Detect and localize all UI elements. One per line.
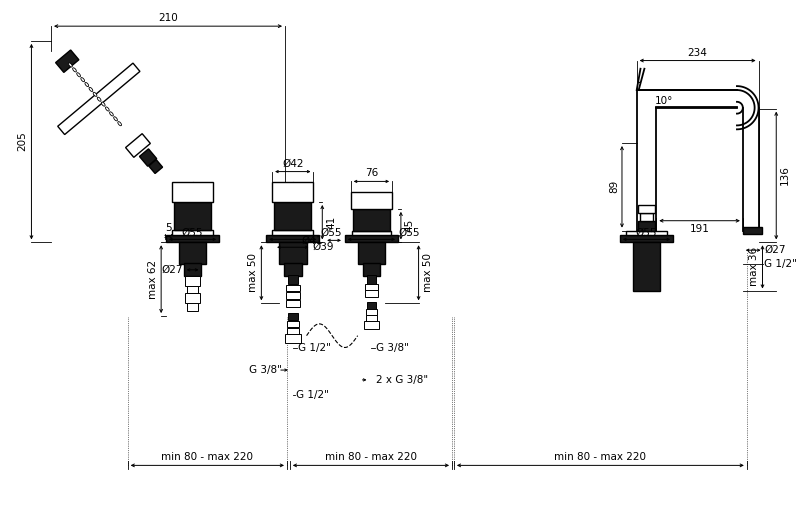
FancyBboxPatch shape: [266, 235, 319, 242]
FancyBboxPatch shape: [186, 303, 198, 311]
FancyBboxPatch shape: [286, 300, 300, 307]
FancyBboxPatch shape: [274, 202, 311, 230]
FancyBboxPatch shape: [633, 242, 660, 291]
FancyBboxPatch shape: [363, 321, 379, 329]
FancyBboxPatch shape: [272, 230, 314, 235]
Ellipse shape: [77, 73, 81, 77]
FancyBboxPatch shape: [365, 290, 378, 298]
FancyBboxPatch shape: [286, 292, 300, 299]
FancyBboxPatch shape: [366, 315, 378, 321]
FancyBboxPatch shape: [179, 242, 206, 264]
Text: 45: 45: [405, 219, 415, 232]
Text: max 62: max 62: [148, 259, 158, 299]
FancyBboxPatch shape: [166, 235, 219, 242]
FancyBboxPatch shape: [366, 302, 376, 309]
Text: 5: 5: [165, 223, 171, 233]
FancyBboxPatch shape: [287, 321, 298, 327]
FancyBboxPatch shape: [366, 309, 378, 315]
Text: max 50: max 50: [422, 253, 433, 292]
Text: 136: 136: [780, 165, 790, 185]
Text: min 80 - max 220: min 80 - max 220: [162, 453, 254, 462]
FancyBboxPatch shape: [172, 230, 214, 235]
Text: Ø39: Ø39: [313, 242, 334, 252]
FancyBboxPatch shape: [350, 192, 392, 209]
Text: 2 x G 3/8": 2 x G 3/8": [376, 375, 429, 385]
FancyBboxPatch shape: [287, 328, 298, 334]
FancyBboxPatch shape: [626, 231, 667, 235]
Text: Ø55: Ø55: [320, 228, 342, 238]
FancyBboxPatch shape: [185, 276, 201, 286]
FancyBboxPatch shape: [184, 263, 202, 276]
Text: Ø41: Ø41: [302, 235, 323, 245]
Text: 76: 76: [365, 169, 378, 179]
Text: min 80 - max 220: min 80 - max 220: [325, 453, 417, 462]
Ellipse shape: [85, 82, 89, 87]
Text: 89: 89: [609, 180, 619, 194]
FancyBboxPatch shape: [358, 242, 385, 264]
Text: Ø42: Ø42: [282, 159, 303, 169]
Ellipse shape: [102, 102, 105, 106]
Text: G 1/2": G 1/2": [765, 259, 798, 269]
FancyBboxPatch shape: [172, 182, 214, 202]
Text: Ø55: Ø55: [399, 228, 421, 238]
FancyBboxPatch shape: [638, 221, 655, 231]
FancyBboxPatch shape: [620, 235, 673, 242]
Text: 10°: 10°: [654, 96, 673, 106]
Text: G 3/8": G 3/8": [249, 365, 282, 375]
FancyBboxPatch shape: [352, 231, 391, 235]
Ellipse shape: [118, 122, 122, 126]
Ellipse shape: [81, 78, 85, 81]
FancyBboxPatch shape: [285, 334, 301, 342]
Ellipse shape: [114, 117, 118, 121]
FancyBboxPatch shape: [365, 283, 378, 290]
Text: Ø27: Ø27: [765, 245, 786, 255]
Text: G 1/2": G 1/2": [298, 343, 330, 353]
FancyBboxPatch shape: [284, 263, 302, 276]
Text: 234: 234: [688, 48, 707, 57]
Ellipse shape: [69, 63, 72, 67]
FancyBboxPatch shape: [272, 182, 314, 202]
Text: 205: 205: [18, 132, 27, 151]
Ellipse shape: [98, 97, 101, 101]
Polygon shape: [126, 134, 150, 157]
FancyBboxPatch shape: [288, 275, 298, 283]
FancyBboxPatch shape: [743, 227, 762, 234]
Polygon shape: [56, 50, 79, 73]
FancyBboxPatch shape: [174, 202, 211, 230]
FancyBboxPatch shape: [186, 286, 198, 293]
FancyBboxPatch shape: [345, 235, 398, 242]
Text: Ø55: Ø55: [636, 228, 658, 238]
FancyBboxPatch shape: [279, 242, 306, 264]
Text: Ø27: Ø27: [162, 265, 182, 275]
Polygon shape: [149, 160, 162, 173]
Text: G 3/8": G 3/8": [376, 343, 410, 353]
FancyBboxPatch shape: [185, 293, 201, 303]
FancyBboxPatch shape: [366, 275, 376, 283]
Ellipse shape: [93, 92, 97, 97]
FancyBboxPatch shape: [286, 284, 300, 291]
FancyBboxPatch shape: [288, 313, 298, 320]
Ellipse shape: [89, 87, 93, 91]
Text: 191: 191: [690, 224, 710, 234]
Text: G 1/2": G 1/2": [296, 389, 329, 400]
Text: max 50: max 50: [249, 253, 258, 292]
Ellipse shape: [110, 112, 114, 116]
FancyBboxPatch shape: [353, 209, 390, 231]
Text: Ø55: Ø55: [182, 228, 203, 238]
Ellipse shape: [73, 68, 76, 72]
Text: 41: 41: [326, 216, 336, 229]
Polygon shape: [139, 149, 157, 166]
Text: 210: 210: [158, 13, 178, 23]
Text: max 36: max 36: [749, 247, 758, 287]
FancyBboxPatch shape: [638, 205, 655, 213]
Polygon shape: [58, 63, 140, 135]
FancyBboxPatch shape: [640, 213, 654, 221]
Ellipse shape: [106, 107, 109, 111]
Text: min 80 - max 220: min 80 - max 220: [554, 453, 646, 462]
FancyBboxPatch shape: [362, 263, 380, 276]
